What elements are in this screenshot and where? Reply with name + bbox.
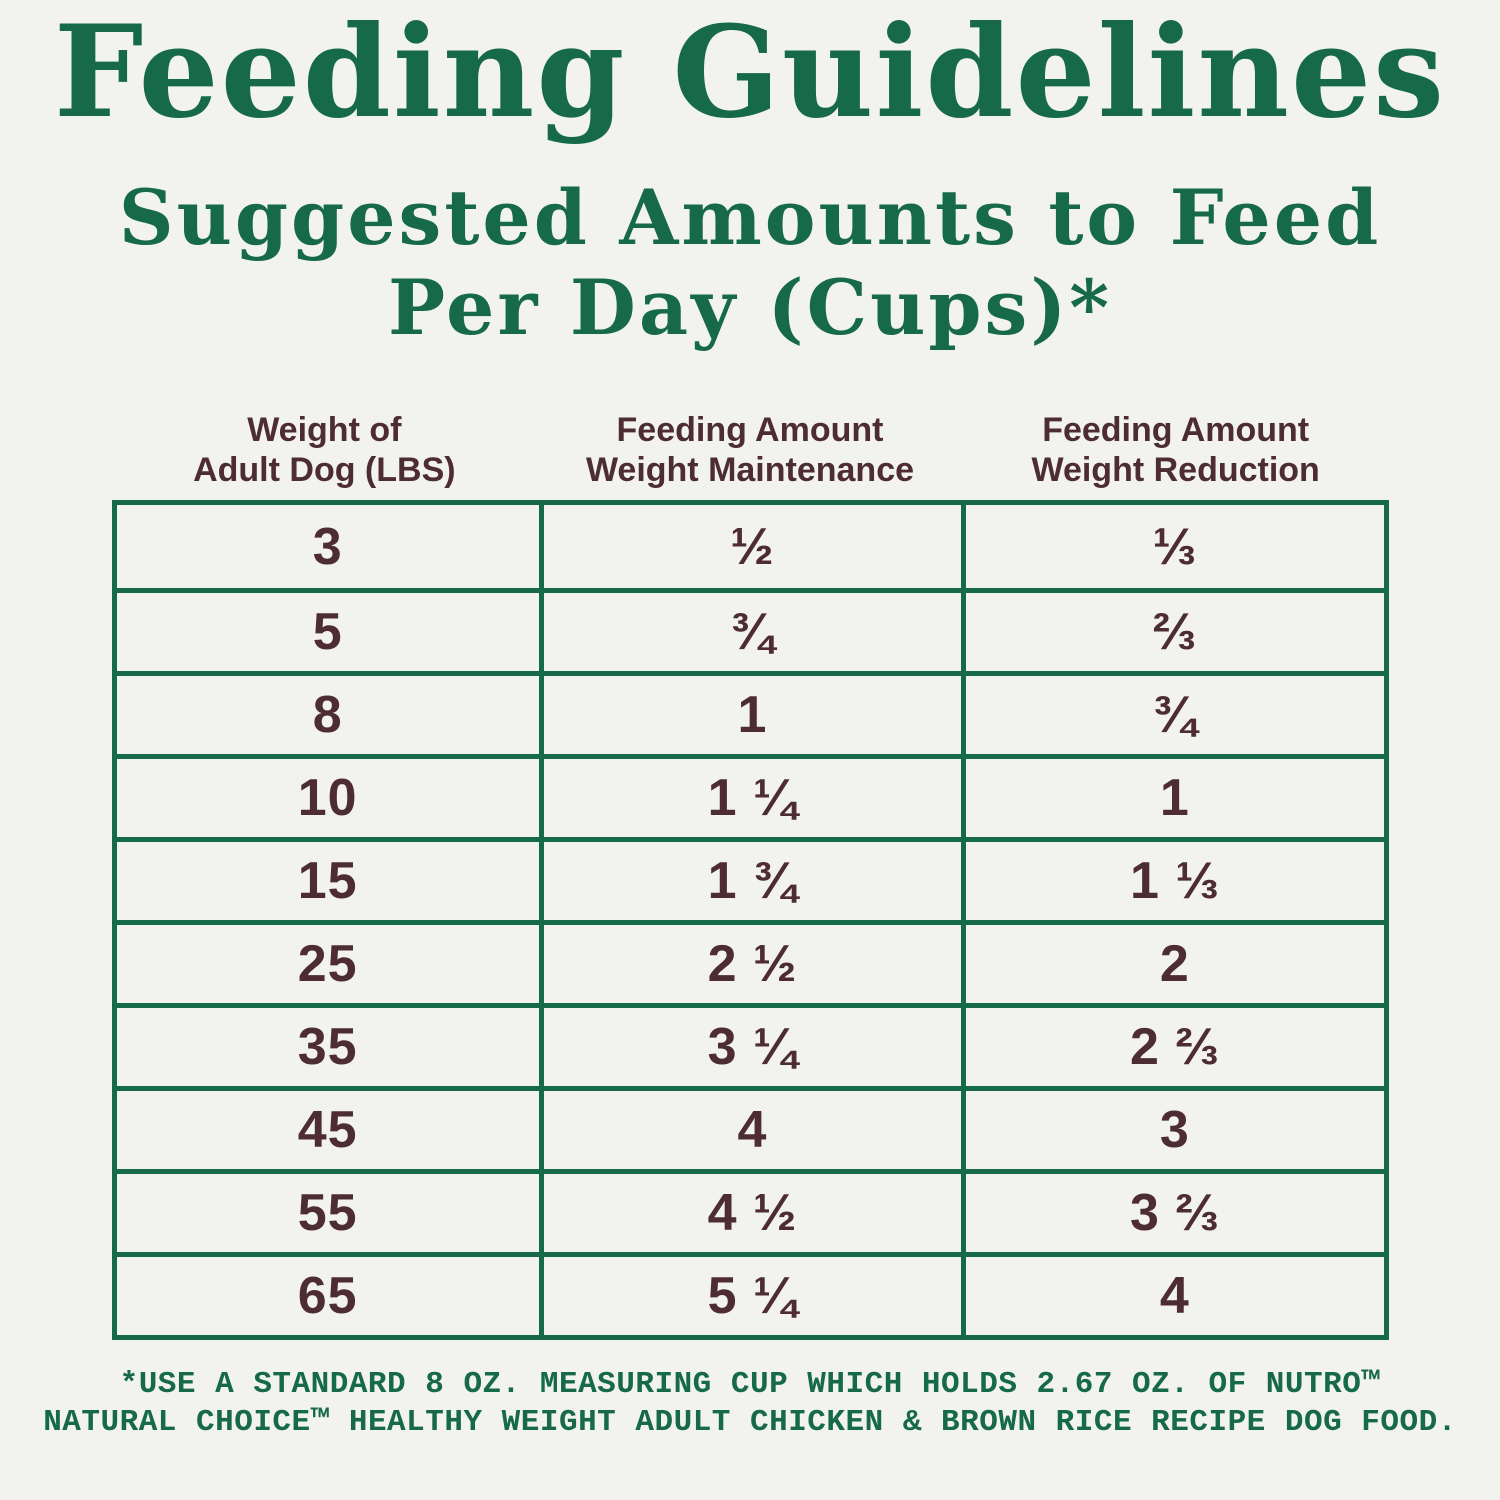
measuring-cup-footnote: *USE A STANDARD 8 OZ. MEASURING CUP WHIC… [0,1366,1500,1442]
column-header-maintenance-line-2: Weight Maintenance [585,451,915,490]
subtitle-line-1: Suggested Amounts to Feed [118,173,1382,263]
reduction-cell: ⅓ [961,505,1383,589]
weight-cell: 55 [297,1184,358,1243]
column-header-reduction-line-1: Feeding Amount [1042,411,1310,450]
page-title: Feeding Guidelines [53,0,1447,146]
column-header-maintenance-line-1: Feeding Amount [616,411,884,450]
table-row: 55 4 ½ 3 ⅔ [116,1169,1384,1253]
maintenance-cell: ¾ [538,593,961,672]
weight-cell: 25 [297,935,358,994]
reduction-cell: 2 ⅔ [961,1008,1383,1087]
footnote-line-2: NATURAL CHOICE™ HEALTHY WEIGHT ADULT CHI… [43,1405,1457,1441]
table-row: 5 ¾ ⅔ [116,588,1384,672]
table-row: 15 1 ¾ 1 ⅓ [116,837,1384,921]
maintenance-cell: 3 ¼ [538,1008,961,1087]
table-row: 25 2 ½ 2 [116,920,1384,1004]
footnote-line-1: *USE A STANDARD 8 OZ. MEASURING CUP WHIC… [119,1367,1381,1403]
maintenance-cell: 1 ¼ [538,759,961,838]
page-subtitle: Suggested Amounts to Feed Per Day (Cups)… [0,173,1500,352]
weight-cell: 35 [297,1018,358,1077]
table-row: 3 ½ ⅓ [117,505,1384,589]
weight-cell: 3 [312,517,343,576]
maintenance-cell: 1 ¾ [538,842,961,921]
column-header-weight-line-1: Weight of [247,411,402,450]
reduction-cell: ⅔ [961,593,1383,672]
maintenance-cell: 2 ½ [538,925,961,1004]
reduction-cell: 2 [961,925,1383,1004]
reduction-cell: 1 ⅓ [961,842,1383,921]
feeding-table: Weight of Adult Dog (LBS) Feeding Amount… [111,410,1389,1341]
weight-cell: 8 [312,686,343,745]
column-header-maintenance: Feeding Amount Weight Maintenance [537,410,963,490]
table-row: 65 5 ¼ 4 [116,1252,1384,1336]
table-body: 3 ½ ⅓ 5 ¾ ⅔ 8 1 ¾ 10 1 ¼ 1 15 1 ¾ [111,500,1389,1341]
reduction-cell: 3 [961,1091,1383,1170]
maintenance-cell: 5 ¼ [538,1257,961,1336]
table-row: 8 1 ¾ [116,671,1384,755]
reduction-cell: 1 [961,759,1383,838]
column-header-reduction: Feeding Amount Weight Reduction [963,410,1389,490]
column-header-reduction-line-2: Weight Reduction [1031,451,1320,490]
weight-cell: 10 [297,769,358,828]
table-column-headers: Weight of Adult Dog (LBS) Feeding Amount… [112,410,1389,490]
maintenance-cell: 4 ½ [538,1174,961,1253]
maintenance-cell: 1 [538,676,961,755]
weight-cell: 5 [312,603,343,662]
reduction-cell: 4 [961,1257,1383,1336]
weight-cell: 15 [297,852,358,911]
reduction-cell: ¾ [961,676,1383,755]
column-header-weight-line-2: Adult Dog (LBS) [193,451,456,490]
maintenance-cell: 4 [538,1091,961,1170]
weight-cell: 45 [297,1101,358,1160]
table-row: 10 1 ¼ 1 [116,754,1384,838]
reduction-cell: 3 ⅔ [961,1174,1383,1253]
column-header-weight: Weight of Adult Dog (LBS) [112,410,538,490]
table-row: 35 3 ¼ 2 ⅔ [116,1003,1384,1087]
table-row: 45 4 3 [116,1086,1384,1170]
maintenance-cell: ½ [538,505,961,589]
subtitle-line-2: Per Day (Cups)* [387,262,1113,352]
weight-cell: 65 [297,1267,358,1326]
